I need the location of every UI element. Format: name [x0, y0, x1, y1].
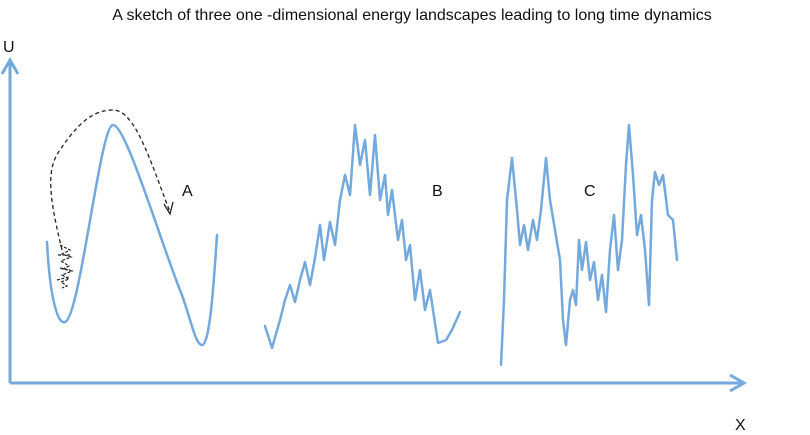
- landscape-label: A: [182, 183, 193, 200]
- x-axis-label: X: [735, 417, 746, 434]
- x-axis-arrow: [729, 373, 748, 393]
- y-axis-label: U: [3, 39, 15, 56]
- thermal-jiggle: [56, 244, 75, 289]
- landscape-label: B: [432, 183, 443, 200]
- hop-path: [50, 109, 171, 251]
- landscape-a: [45, 123, 219, 347]
- landscape-label: C: [584, 183, 596, 200]
- hop-arrow: [163, 201, 174, 216]
- landscape-c: [499, 123, 679, 367]
- title: A sketch of three one -dimensional energ…: [112, 7, 711, 24]
- y-axis-arrow: [0, 56, 20, 75]
- landscape-b: [263, 123, 462, 350]
